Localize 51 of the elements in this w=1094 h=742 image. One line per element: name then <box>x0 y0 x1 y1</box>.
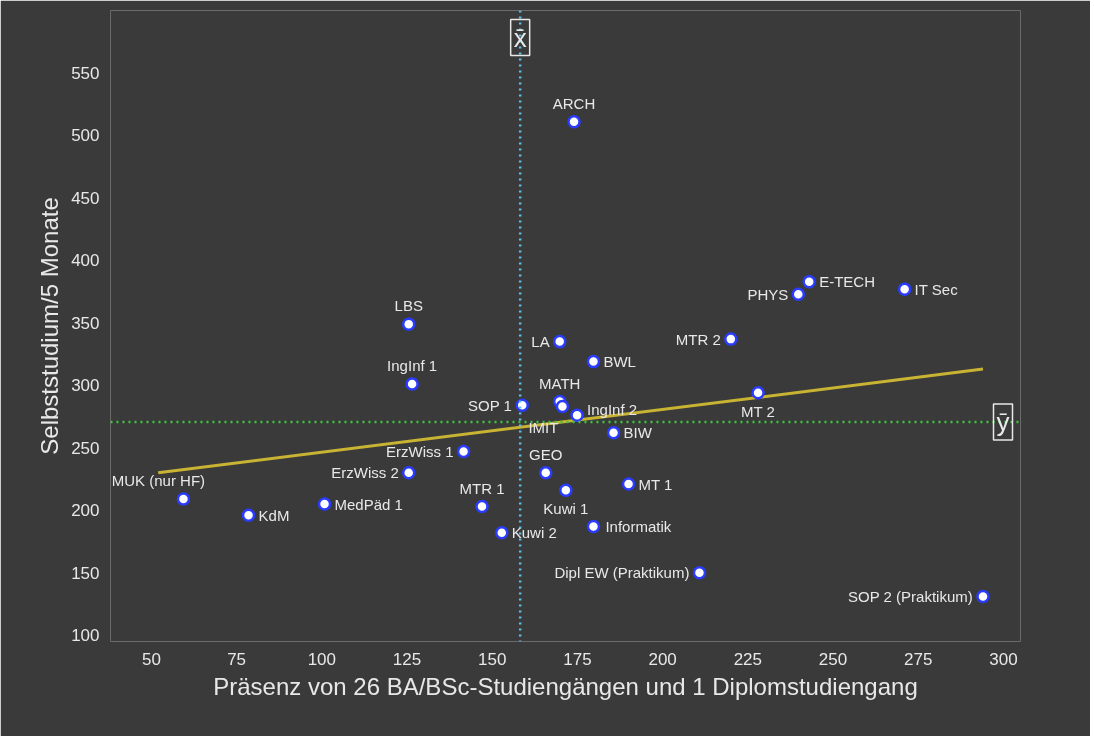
annotation: MATH <box>539 374 581 392</box>
annotation: MUK (nur HF) <box>111 472 206 490</box>
y-tick-label: 500 <box>71 126 100 146</box>
x-tick-label: 150 <box>478 649 507 669</box>
annotation: LA <box>531 333 550 351</box>
x-tick-label: 125 <box>392 649 422 669</box>
ref-line-label: ȳ <box>996 407 1010 438</box>
annotation: E-TECH <box>819 273 876 291</box>
y-tick-label: 250 <box>71 438 100 458</box>
y-tick-label: 100 <box>71 626 100 646</box>
x-tick-label: 300 <box>989 649 1018 669</box>
y-tick-label: 150 <box>71 563 100 583</box>
annotation: PHYS <box>747 285 789 303</box>
annotation: IT Sec <box>914 280 959 298</box>
ref-line-label: x̄ <box>513 22 527 53</box>
x-tick-label: 75 <box>227 649 247 669</box>
annotation: SOP 2 (Praktikum) <box>847 588 973 606</box>
y-tick-label: 350 <box>71 313 100 333</box>
annotation: GEO <box>529 445 563 463</box>
x-tick-label: 175 <box>563 649 592 669</box>
annotation: IngInf 1 <box>387 357 438 375</box>
annotation: LBS <box>394 297 423 315</box>
annotation: ErzWiss 2 <box>331 464 399 482</box>
annotation: Kuwi 2 <box>511 524 557 542</box>
annotation: SOP 1 <box>468 396 512 414</box>
annotation: Informatik <box>605 518 672 536</box>
y-axis-title: Selbststudium/5 Monate <box>36 197 64 455</box>
x-tick-label: 250 <box>818 649 848 669</box>
x-tick-label: 200 <box>648 649 677 669</box>
y-tick-label: 300 <box>71 376 100 396</box>
x-tick-label: 225 <box>733 649 763 669</box>
annotation: MT 1 <box>638 475 673 493</box>
annotation: ARCH <box>552 94 596 112</box>
annotation: MT 2 <box>740 402 775 420</box>
annotation: Kuwi 1 <box>543 500 589 518</box>
y-tick-label: 400 <box>71 251 100 271</box>
annotation: BIW <box>623 424 653 442</box>
annotation: MedPäd 1 <box>334 495 403 513</box>
y-tick-label: 200 <box>71 501 100 521</box>
x-axis-title: Präsenz von 26 BA/BSc-Studiengängen und 1 Diplomstudiengang <box>213 672 918 700</box>
annotation: KdM <box>258 506 290 524</box>
x-tick-label: 100 <box>307 649 336 669</box>
annotation: Dipl EW (Praktikum) <box>554 564 690 582</box>
annotation: ErzWiss 1 <box>386 443 454 461</box>
annotation: BWL <box>603 353 636 371</box>
annotation: MTR 1 <box>459 479 505 497</box>
annotation: MTR 2 <box>675 330 721 348</box>
x-tick-label: 50 <box>141 649 161 669</box>
x-tick-label: 275 <box>904 649 933 669</box>
y-tick-label: 550 <box>71 63 100 83</box>
y-tick-label: 450 <box>71 188 100 208</box>
